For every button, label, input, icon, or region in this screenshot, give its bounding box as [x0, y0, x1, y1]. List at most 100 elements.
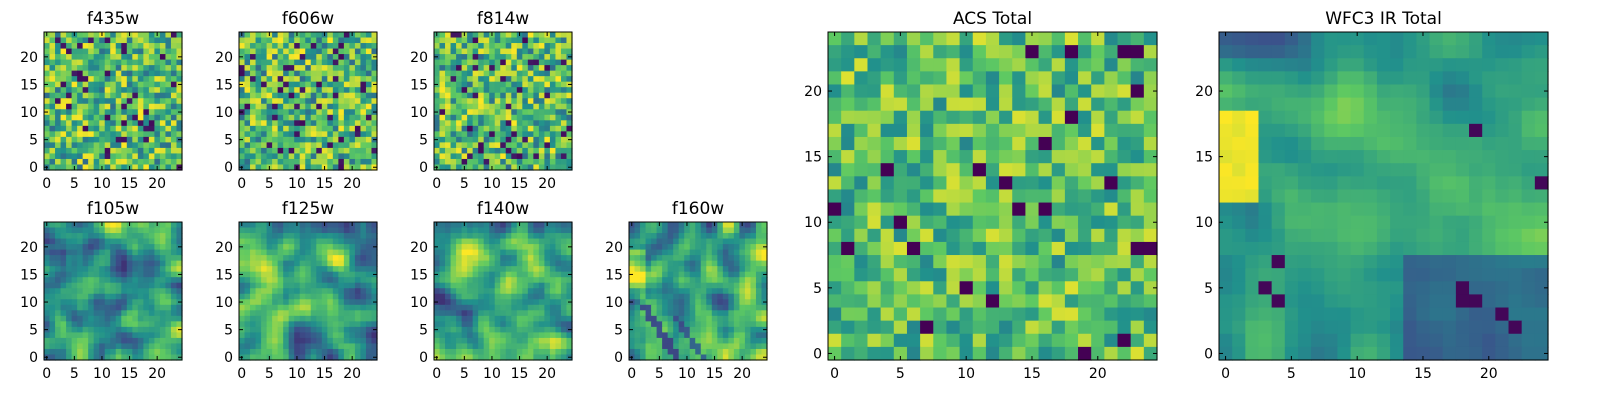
heatmap-cell [500, 65, 507, 72]
heatmap-cell [88, 282, 95, 289]
heatmap-cell [60, 65, 67, 72]
heatmap-cell [489, 227, 496, 234]
heatmap-cell [985, 176, 1000, 191]
heatmap-cell [299, 81, 306, 88]
heatmap-cell [538, 120, 545, 127]
heatmap-cell [560, 103, 568, 110]
heatmap-cell [985, 189, 1000, 204]
heatmap-cell [126, 136, 133, 143]
heatmap-cell [505, 238, 512, 245]
heatmap-cell [266, 310, 273, 317]
heatmap-cell [154, 277, 161, 284]
heatmap-cell [354, 54, 362, 61]
heatmap-cell [104, 37, 111, 44]
heatmap-cell [1143, 45, 1158, 59]
heatmap-cell [667, 255, 674, 262]
heatmap-cell [137, 227, 144, 234]
x-tick-label: 0 [432, 366, 441, 382]
heatmap-cell [104, 54, 111, 61]
heatmap-cell [126, 293, 133, 300]
heatmap-cell [316, 131, 323, 138]
heatmap-cell [533, 76, 540, 83]
heatmap-cell [467, 244, 474, 251]
heatmap-cell [516, 310, 523, 317]
heatmap-cell [750, 227, 757, 234]
heatmap-cell [711, 244, 718, 251]
heatmap-cell [165, 337, 172, 345]
heatmap-cell [277, 136, 284, 143]
heatmap-cell [483, 87, 490, 94]
heatmap-cell [66, 249, 73, 256]
heatmap-cell [450, 158, 457, 166]
heatmap-cell [316, 299, 323, 306]
heatmap-cell [640, 282, 647, 289]
heatmap-cell [1025, 110, 1040, 125]
heatmap-cell [527, 332, 534, 339]
heatmap-cell [867, 202, 882, 217]
heatmap-cell [527, 136, 534, 143]
heatmap-cell [283, 260, 290, 267]
heatmap-cell [176, 153, 183, 160]
axes-frame [43, 31, 183, 171]
heatmap-cell [549, 125, 557, 132]
heatmap-cell [88, 321, 95, 328]
heatmap-cell [143, 164, 150, 171]
heatmap-cell [662, 266, 669, 273]
heatmap-cell [467, 43, 474, 50]
heatmap-cell [456, 103, 463, 110]
heatmap-cell [288, 315, 295, 322]
heatmap-cell [360, 282, 367, 289]
heatmap-cell [511, 87, 518, 94]
heatmap-cell [143, 81, 150, 88]
heatmap-cell [66, 266, 73, 273]
heatmap-cell [505, 337, 512, 345]
heatmap-cell [365, 299, 373, 306]
heatmap-cell [132, 348, 139, 356]
heatmap-cell [467, 65, 474, 72]
heatmap-cell [71, 76, 78, 83]
heatmap-cell [755, 348, 763, 356]
heatmap-cell [494, 233, 501, 240]
heatmap-cell [439, 147, 446, 155]
heatmap-cell [733, 282, 740, 289]
heatmap-cell [332, 354, 339, 361]
heatmap-cell [299, 321, 306, 328]
heatmap-cell [143, 87, 150, 94]
heatmap-cell [71, 153, 78, 160]
heatmap-cell [110, 310, 117, 317]
heatmap-cell [673, 310, 680, 317]
heatmap-cell [239, 227, 246, 234]
heatmap-cell [365, 277, 373, 284]
heatmap-cell [880, 228, 895, 243]
heatmap-cell [321, 120, 328, 127]
heatmap-cell [244, 271, 251, 278]
heatmap-cell [893, 163, 908, 177]
heatmap-cell [478, 125, 485, 132]
heatmap-cell [354, 249, 362, 256]
heatmap-cell [338, 76, 345, 83]
heatmap-cell [310, 277, 317, 284]
heatmap-cell [566, 37, 573, 44]
heatmap-cell [288, 255, 295, 262]
heatmap-cell [972, 58, 987, 72]
heatmap-cell [522, 32, 529, 39]
x-tick-label: 0 [432, 176, 441, 192]
heatmap-cell [544, 87, 551, 94]
heatmap-cell [959, 110, 974, 125]
heatmap-cell [634, 227, 641, 234]
heatmap-cell [500, 76, 507, 83]
heatmap-cell [115, 120, 122, 127]
heatmap-cell [985, 215, 1000, 230]
heatmap-cell [1025, 163, 1040, 177]
heatmap-cell [656, 310, 663, 317]
heatmap-cell [255, 147, 262, 155]
heatmap-cell [439, 315, 446, 322]
heatmap-cell [272, 227, 279, 234]
heatmap-cell [505, 131, 512, 138]
heatmap-cell [121, 348, 128, 356]
heatmap-cell [148, 103, 155, 110]
heatmap-cell [159, 158, 167, 166]
heatmap-cell [467, 249, 474, 256]
heatmap-cell [99, 147, 106, 155]
heatmap-cell [60, 158, 67, 166]
